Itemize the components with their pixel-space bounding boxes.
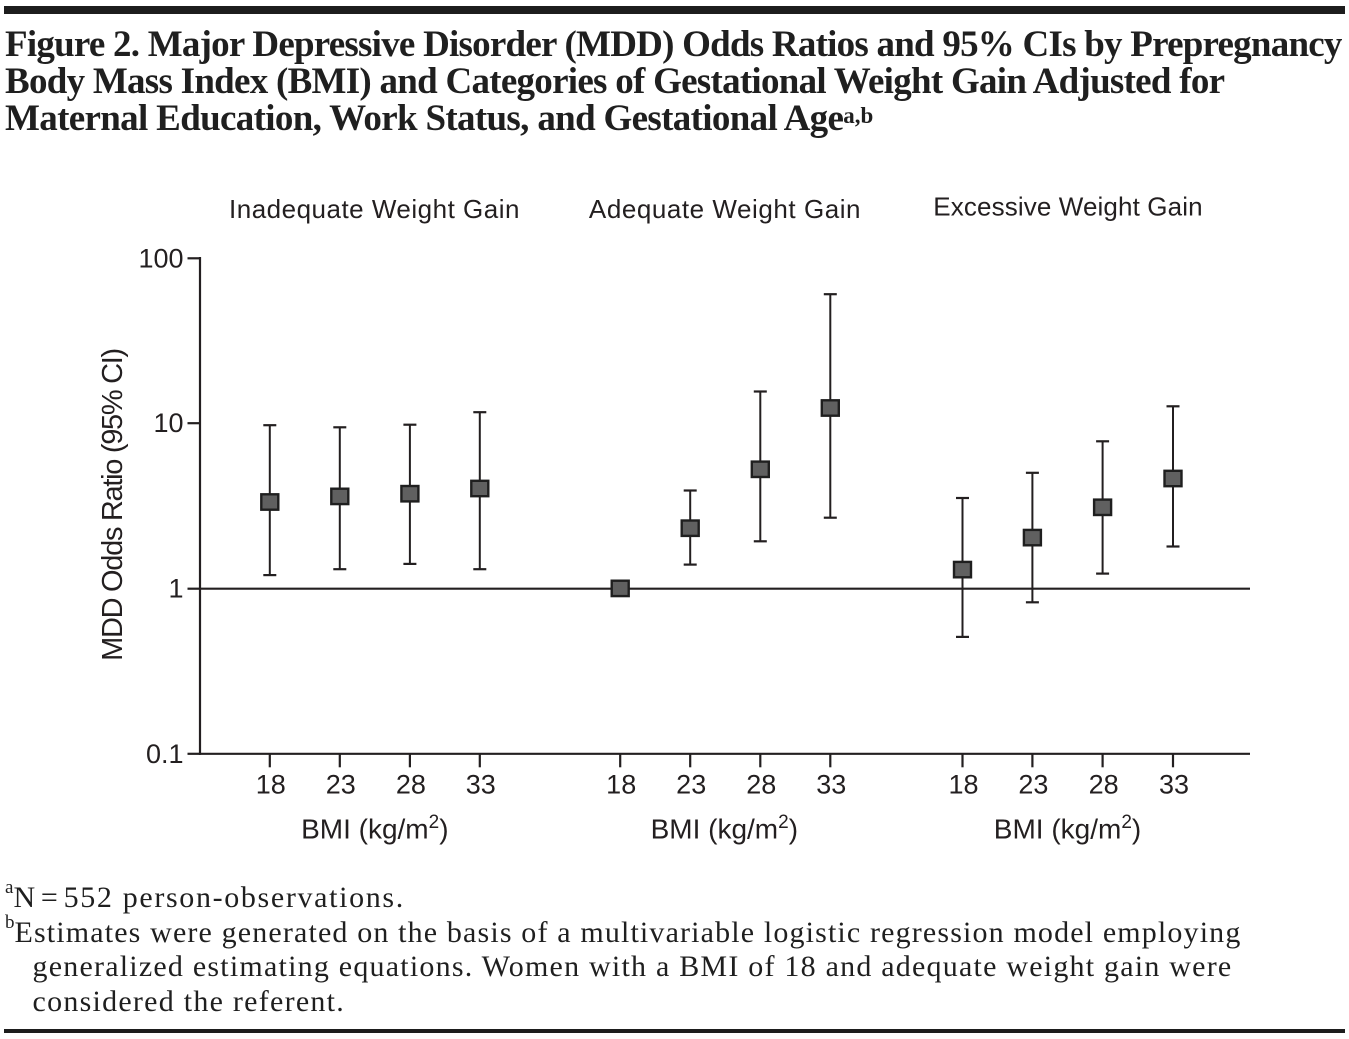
svg-text:Inadequate Weight Gain: Inadequate Weight Gain — [229, 194, 520, 224]
svg-text:18: 18 — [256, 770, 286, 800]
svg-text:0.1: 0.1 — [146, 739, 184, 769]
svg-text:BMI (kg/m2): BMI (kg/m2) — [301, 812, 448, 845]
svg-text:33: 33 — [466, 770, 496, 800]
svg-text:BMI (kg/m2): BMI (kg/m2) — [651, 812, 798, 845]
svg-text:33: 33 — [1159, 770, 1189, 800]
svg-text:23: 23 — [326, 770, 356, 800]
svg-text:Adequate Weight Gain: Adequate Weight Gain — [589, 194, 861, 224]
svg-text:23: 23 — [676, 770, 706, 800]
svg-text:28: 28 — [396, 770, 426, 800]
svg-text:28: 28 — [746, 770, 776, 800]
svg-text:1: 1 — [168, 574, 183, 604]
svg-text:18: 18 — [606, 770, 636, 800]
svg-text:23: 23 — [1018, 770, 1048, 800]
svg-text:33: 33 — [816, 770, 846, 800]
svg-text:18: 18 — [948, 770, 978, 800]
svg-text:100: 100 — [138, 243, 183, 273]
svg-text:MDD Odds Ratio (95% CI): MDD Odds Ratio (95% CI) — [97, 349, 129, 661]
svg-text:10: 10 — [153, 408, 183, 438]
svg-text:28: 28 — [1089, 770, 1119, 800]
svg-text:Excessive Weight Gain: Excessive Weight Gain — [933, 192, 1202, 222]
svg-text:BMI (kg/m2): BMI (kg/m2) — [994, 812, 1141, 845]
